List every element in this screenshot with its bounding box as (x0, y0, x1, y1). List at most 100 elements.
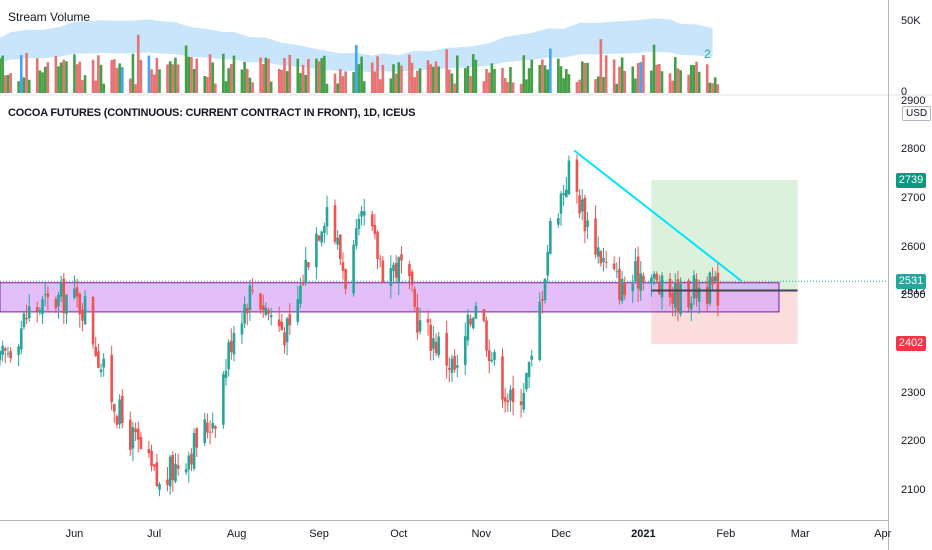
volume-bar (493, 69, 496, 93)
volume-bar (559, 66, 563, 93)
candle-body (25, 318, 28, 320)
candle-body (288, 314, 292, 326)
price-tick-label: 2700 (901, 192, 926, 205)
volume-bar (445, 49, 448, 93)
candle-body (634, 261, 637, 282)
volume-bar (400, 65, 403, 93)
volume-bar (580, 61, 584, 93)
candle-body (171, 454, 175, 481)
candle-body (9, 351, 12, 359)
price-tag: 2531 (896, 273, 926, 289)
time-tick-label: Mar (790, 528, 810, 540)
volume-bar (65, 61, 68, 93)
volume-bar (541, 59, 544, 93)
candle-body (128, 419, 132, 450)
volume-bar (562, 78, 565, 93)
time-tick-label: Feb (716, 528, 736, 540)
candle-body (676, 279, 680, 313)
candle-body (450, 358, 454, 373)
candle-body (546, 251, 549, 276)
volume-bar (192, 68, 196, 93)
volume-bar (110, 60, 113, 93)
candle-body (261, 305, 265, 311)
candle-body (519, 401, 523, 405)
candle-body (636, 256, 640, 289)
volume-indicator-title[interactable]: Stream Volume (8, 10, 91, 24)
candle-body (155, 462, 159, 487)
volume-bar (432, 66, 435, 93)
volume-bar (131, 53, 135, 93)
volume-bar (35, 58, 39, 93)
candle-body (631, 283, 635, 292)
candle-body (192, 433, 196, 469)
candle-body (655, 273, 658, 281)
volume-bar (596, 76, 600, 93)
volume-bar (578, 79, 581, 93)
volume-bar (232, 55, 236, 93)
volume-bar (261, 64, 265, 93)
volume-bar (285, 71, 289, 93)
volume-bar (490, 63, 494, 93)
candle-body (586, 220, 589, 228)
candle-body (567, 160, 571, 195)
volume-bar (660, 71, 664, 93)
candle-body (352, 244, 355, 294)
volume-bar (546, 69, 549, 93)
volume-bar (267, 58, 270, 93)
volume-area (0, 18, 713, 73)
volume-bar (599, 39, 603, 93)
volume-bar (304, 74, 308, 93)
volume-bar (634, 78, 637, 93)
volume-bar (222, 53, 225, 93)
volume-bar (434, 61, 438, 93)
candle-body (176, 465, 180, 469)
candle-body (354, 228, 358, 246)
candle-body (381, 260, 385, 283)
candle-body (583, 197, 587, 232)
candle-body (158, 484, 161, 490)
symbol-title[interactable]: COCOA FUTURES (CONTINUOUS: CURRENT CONTR… (8, 107, 416, 119)
volume-bar (57, 66, 60, 93)
volume-bar (410, 62, 414, 93)
candle-body (525, 373, 528, 390)
candle-body (317, 235, 321, 241)
candle-body (65, 295, 68, 314)
candle-body (527, 362, 531, 378)
candle-body (429, 324, 433, 351)
candle-body (503, 397, 507, 402)
volume-bar (697, 71, 701, 93)
volume-bar (620, 57, 624, 93)
candle-body (35, 307, 39, 312)
volume-bar (187, 56, 191, 93)
candle-body (557, 217, 560, 225)
candle-body (642, 275, 645, 283)
volume-bar (381, 64, 385, 93)
volume-bar (176, 64, 180, 93)
candle-body (602, 257, 605, 262)
volume-bar (190, 56, 193, 93)
candle-body (152, 464, 156, 467)
volume-bar (243, 61, 246, 93)
candle-body (389, 268, 393, 286)
candle-body (650, 277, 653, 284)
volume-bar (41, 72, 44, 93)
volume-bar (99, 64, 103, 93)
candle-body (269, 315, 273, 318)
volume-bar (687, 74, 690, 93)
candle-body (432, 338, 435, 349)
candle-body (267, 310, 270, 314)
volume-bar (227, 68, 230, 93)
volume-bar (115, 67, 119, 93)
candle-body (434, 341, 438, 354)
volume-bar (277, 68, 281, 93)
volume-bar (171, 64, 175, 93)
candle-body (232, 332, 236, 355)
volume-bar (674, 57, 677, 93)
volume-bar (136, 34, 140, 93)
candle-body (487, 350, 491, 362)
candle-body (22, 313, 26, 328)
currency-label[interactable]: USD (902, 106, 932, 121)
volume-bar (668, 73, 672, 93)
